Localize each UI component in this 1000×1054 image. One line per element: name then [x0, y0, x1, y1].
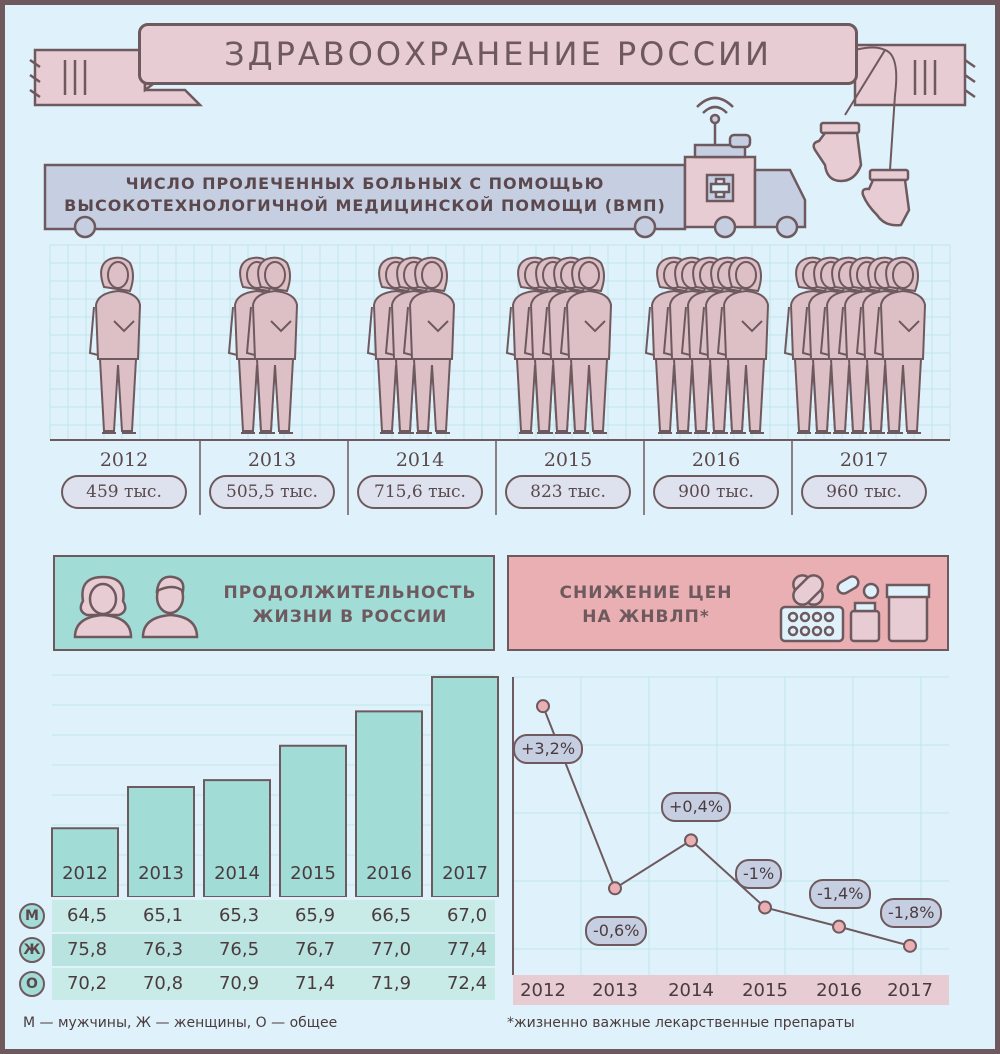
pills-icon	[779, 574, 931, 643]
vmp-value-pill: 715,6 тыс.	[357, 475, 483, 509]
life-row-label: М	[19, 903, 45, 929]
vmp-value-pill: 459 тыс.	[61, 475, 187, 509]
mitten-icon	[812, 121, 863, 183]
price-line	[542, 705, 911, 947]
life-table-cell: 65,3	[218, 905, 260, 926]
vmp-value-pill: 823 тыс.	[505, 475, 631, 509]
price-year-label: 2015	[742, 980, 788, 1001]
vmp-year-label: 2013	[247, 449, 297, 471]
prices-footnote: *жизненно важные лекарственные препараты	[507, 1015, 855, 1031]
vmp-value-pill: 960 тыс.	[801, 475, 927, 509]
life-table-cell: 66,5	[370, 905, 412, 926]
patient-figure	[716, 256, 770, 434]
price-point	[536, 699, 550, 714]
life-table-cell: 70,8	[142, 973, 184, 994]
vmp-year-label: 2017	[839, 449, 889, 471]
mitten-string-1	[844, 46, 887, 116]
vmp-value-pill: 900 тыс.	[653, 475, 779, 509]
life-table-cell: 77,4	[446, 939, 488, 960]
life-table-row	[52, 934, 495, 966]
life-table-cell: 77,0	[370, 939, 412, 960]
price-year-label: 2012	[520, 980, 566, 1001]
patient-figure	[88, 256, 142, 434]
vmp-year-label: 2012	[99, 449, 149, 471]
life-table-row	[52, 900, 495, 932]
price-callout: +0,4%	[661, 792, 732, 823]
prices-line-chart	[512, 676, 949, 1005]
vmp-figures-chart	[49, 244, 951, 515]
life-row-label: Ж	[19, 937, 45, 963]
patient-figure	[402, 256, 456, 434]
life-title-box: ПРОДОЛЖИТЕЛЬНОСТЬ ЖИЗНИ В РОССИИ	[53, 555, 495, 651]
life-bar	[279, 744, 347, 897]
life-table-cell: 76,3	[142, 939, 184, 960]
life-title-line2: ЖИЗНИ В РОССИИ	[252, 607, 448, 627]
vmp-value-pill: 505,5 тыс.	[209, 475, 335, 509]
life-bar	[203, 779, 271, 897]
life-bar	[355, 710, 423, 897]
life-bar-year: 2012	[62, 863, 108, 884]
main-title: ЗДРАВООХРАНЕНИЕ РОССИИ	[138, 23, 858, 85]
mitten-string-2	[884, 49, 898, 171]
price-point	[758, 900, 772, 915]
price-callout: -1%	[735, 859, 783, 890]
price-point	[832, 919, 846, 934]
life-bar	[127, 786, 195, 897]
price-callout: -1,8%	[880, 897, 943, 928]
price-year-label: 2013	[592, 980, 638, 1001]
life-table-cell: 71,4	[294, 973, 336, 994]
scarf-right-end	[853, 43, 967, 107]
life-table-cell: 65,1	[142, 905, 184, 926]
mitten-icon	[861, 168, 911, 227]
price-year-label: 2014	[668, 980, 714, 1001]
price-callout: +3,2%	[513, 734, 584, 765]
patient-figure	[873, 256, 927, 434]
life-table-cell: 71,9	[370, 973, 412, 994]
life-table-row	[52, 968, 495, 1000]
vmp-title-line1: ЧИСЛО ПРОЛЕЧЕННЫХ БОЛЬНЫХ С ПОМОЩЬЮ	[125, 174, 605, 193]
price-year-label: 2016	[816, 980, 862, 1001]
life-title-line1: ПРОДОЛЖИТЕЛЬНОСТЬ	[223, 583, 477, 603]
life-table-cell: 76,7	[294, 939, 336, 960]
life-table-cell: 65,9	[294, 905, 336, 926]
prices-title-line2: НА ЖНВЛП*	[582, 607, 710, 627]
prices-title-box: СНИЖЕНИЕ ЦЕН НА ЖНВЛП*	[507, 555, 949, 651]
price-point	[608, 881, 622, 896]
life-table-cell: 76,5	[218, 939, 260, 960]
life-table-cell: 70,9	[218, 973, 260, 994]
life-bar-year: 2013	[138, 863, 184, 884]
life-table-cell: 72,4	[446, 973, 488, 994]
vmp-title-line2: ВЫСОКОТЕХНОЛОГИЧНОЙ МЕДИЦИНСКОЙ ПОМОЩИ (…	[64, 196, 666, 215]
patient-figure	[559, 256, 613, 434]
price-callout: -0,6%	[585, 916, 648, 947]
life-bar	[431, 676, 499, 897]
price-point	[684, 833, 698, 848]
prices-title-line1: СНИЖЕНИЕ ЦЕН	[559, 583, 733, 603]
vmp-year-label: 2014	[395, 449, 445, 471]
life-table-cell: 64,5	[66, 905, 108, 926]
life-row-label: О	[19, 971, 45, 997]
life-table-cell: 75,8	[66, 939, 108, 960]
ambulance-icon	[43, 96, 807, 239]
life-bar	[51, 827, 119, 897]
people-icon	[73, 575, 199, 639]
life-bar-year: 2016	[366, 863, 412, 884]
life-table-cell: 70,2	[66, 973, 108, 994]
price-callout: -1,4%	[809, 878, 872, 909]
infographic: ЗДРАВООХРАНЕНИЕ РОССИИ ЧИСЛО ПРОЛЕЧЕННЫХ…	[5, 5, 995, 1049]
price-year-label: 2017	[887, 980, 933, 1001]
life-table-cell: 67,0	[446, 905, 488, 926]
price-point	[903, 938, 917, 953]
life-bar-year: 2014	[214, 863, 260, 884]
life-bar-year: 2017	[442, 863, 488, 884]
patient-figure	[245, 256, 299, 434]
life-bar-year: 2015	[290, 863, 336, 884]
life-bar-chart	[51, 674, 499, 897]
vmp-year-label: 2015	[543, 449, 593, 471]
vmp-title: ЧИСЛО ПРОЛЕЧЕННЫХ БОЛЬНЫХ С ПОМОЩЬЮ ВЫСО…	[45, 165, 685, 229]
vmp-year-label: 2016	[691, 449, 741, 471]
life-legend: М — мужчины, Ж — женщины, О — общее	[23, 1015, 338, 1031]
